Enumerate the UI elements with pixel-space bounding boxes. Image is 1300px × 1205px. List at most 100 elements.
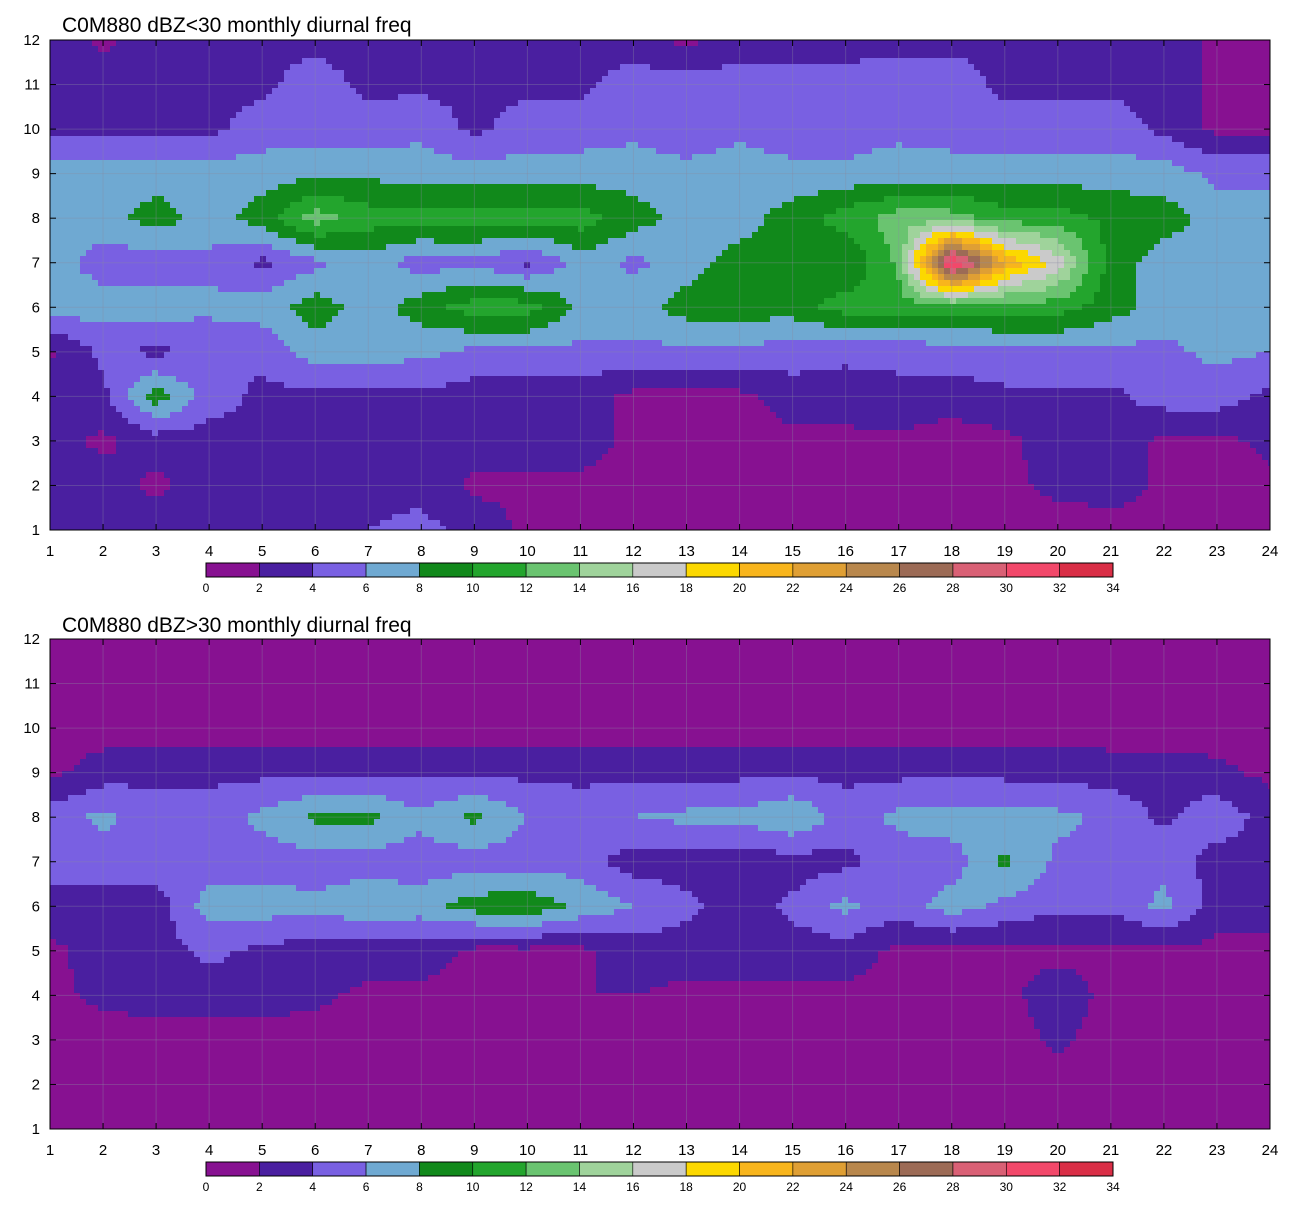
contour-cell: [944, 178, 951, 185]
contour-cell: [488, 58, 495, 65]
contour-cell: [1070, 172, 1077, 179]
contour-cell: [212, 142, 219, 149]
contour-cell: [1172, 178, 1179, 185]
contour-cell: [236, 76, 243, 83]
contour-cell: [1046, 94, 1053, 101]
contour-cell: [314, 160, 321, 167]
contour-cell: [656, 160, 663, 167]
contour-cell: [50, 136, 57, 143]
contour-cell: [458, 154, 465, 161]
contour-cell: [326, 154, 333, 161]
contour-cell: [386, 100, 393, 107]
contour-cell: [74, 112, 81, 119]
contour-cell: [1238, 94, 1245, 101]
contour-cell: [938, 148, 945, 155]
contour-cell: [146, 172, 153, 179]
contour-cell: [584, 142, 591, 149]
contour-cell: [872, 94, 879, 101]
contour-cell: [386, 160, 393, 167]
contour-cell: [230, 160, 237, 167]
contour-cell: [140, 130, 147, 137]
contour-cell: [194, 82, 201, 89]
contour-cell: [1058, 76, 1065, 83]
contour-cell: [1004, 160, 1011, 167]
contour-cell: [626, 106, 633, 113]
contour-cell: [446, 160, 453, 167]
contour-cell: [140, 94, 147, 101]
contour-cell: [1220, 172, 1227, 179]
contour-cell: [992, 130, 999, 137]
contour-cell: [1082, 106, 1089, 113]
contour-cell: [104, 172, 111, 179]
contour-cell: [368, 130, 375, 137]
contour-cell: [146, 40, 153, 47]
contour-cell: [992, 94, 999, 101]
contour-cell: [116, 136, 123, 143]
contour-cell: [290, 184, 297, 191]
contour-cell: [338, 148, 345, 155]
contour-cell: [1172, 100, 1179, 107]
contour-cell: [1082, 94, 1089, 101]
contour-cell: [68, 70, 75, 77]
contour-cell: [1148, 64, 1155, 71]
contour-cell: [608, 64, 615, 71]
contour-cell: [596, 166, 603, 173]
contour-cell: [86, 46, 93, 53]
contour-cell: [428, 82, 435, 89]
contour-cell: [332, 178, 339, 185]
contour-cell: [344, 124, 351, 131]
contour-cell: [170, 76, 177, 83]
contour-cell: [884, 124, 891, 131]
contour-cell: [242, 172, 249, 179]
contour-cell: [860, 130, 867, 137]
contour-cell: [1166, 160, 1173, 167]
contour-cell: [1154, 88, 1161, 95]
contour-cell: [272, 82, 279, 89]
contour-cell: [1052, 70, 1059, 77]
contour-cell: [326, 130, 333, 137]
contour-cell: [620, 118, 627, 125]
contour-cell: [1064, 148, 1071, 155]
contour-cell: [164, 40, 171, 47]
contour-cell: [728, 70, 735, 77]
contour-cell: [1214, 154, 1221, 161]
contour-cell: [896, 142, 903, 149]
contour-cell: [758, 166, 765, 173]
contour-cell: [278, 112, 285, 119]
contour-cell: [356, 136, 363, 143]
contour-cell: [860, 154, 867, 161]
contour-cell: [962, 178, 969, 185]
contour-cell: [1058, 82, 1065, 89]
contour-cell: [68, 160, 75, 167]
contour-cell: [440, 148, 447, 155]
contour-cell: [230, 130, 237, 137]
contour-cell: [986, 70, 993, 77]
contour-cell: [1124, 118, 1131, 125]
contour-cell: [206, 82, 213, 89]
contour-cell: [152, 64, 159, 71]
contour-cell: [356, 154, 363, 161]
contour-cell: [596, 100, 603, 107]
contour-cell: [62, 172, 69, 179]
contour-cell: [236, 94, 243, 101]
contour-cell: [842, 178, 849, 185]
contour-cell: [302, 178, 309, 185]
contour-cell: [1148, 166, 1155, 173]
contour-cell: [476, 88, 483, 95]
contour-cell: [494, 154, 501, 161]
contour-cell: [668, 160, 675, 167]
contour-cell: [74, 136, 81, 143]
contour-cell: [140, 178, 147, 185]
contour-cell: [932, 160, 939, 167]
contour-cell: [536, 52, 543, 59]
contour-cell: [962, 148, 969, 155]
contour-cell: [1184, 100, 1191, 107]
contour-cell: [740, 166, 747, 173]
contour-cell: [1136, 52, 1143, 59]
contour-cell: [1220, 58, 1227, 65]
contour-cell: [530, 172, 537, 179]
contour-cell: [86, 88, 93, 95]
contour-cell: [230, 76, 237, 83]
contour-cell: [626, 172, 633, 179]
contour-cell: [458, 46, 465, 53]
